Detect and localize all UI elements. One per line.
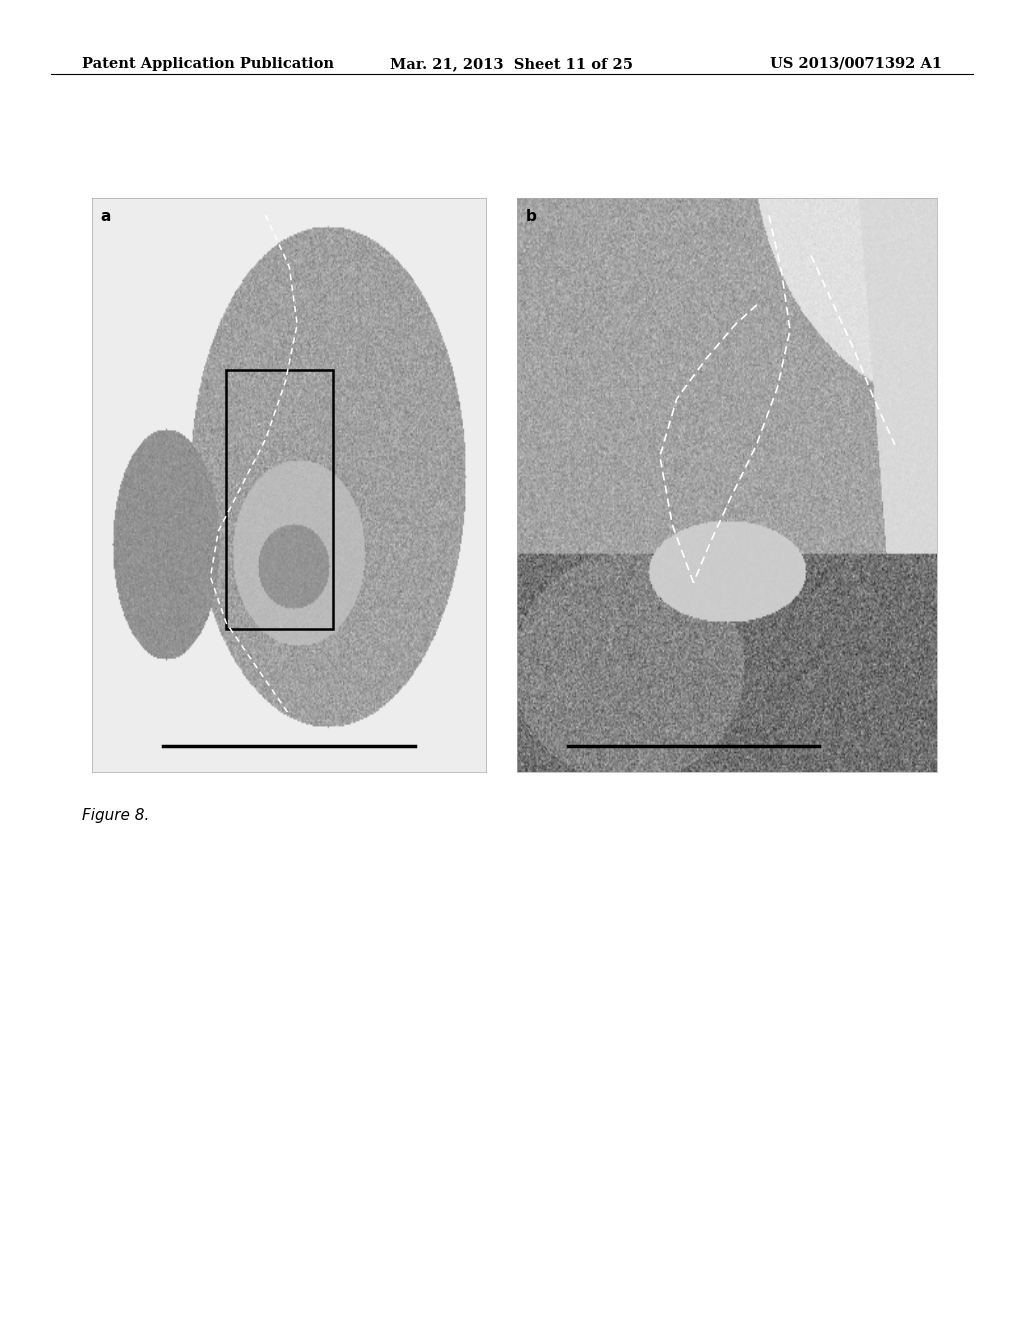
Text: a: a: [100, 210, 111, 224]
Text: US 2013/0071392 A1: US 2013/0071392 A1: [770, 57, 942, 71]
Text: Figure 8.: Figure 8.: [82, 808, 150, 822]
Text: Patent Application Publication: Patent Application Publication: [82, 57, 334, 71]
Bar: [226, 371, 333, 628]
Text: Mar. 21, 2013  Sheet 11 of 25: Mar. 21, 2013 Sheet 11 of 25: [390, 57, 634, 71]
Text: b: b: [525, 210, 537, 224]
